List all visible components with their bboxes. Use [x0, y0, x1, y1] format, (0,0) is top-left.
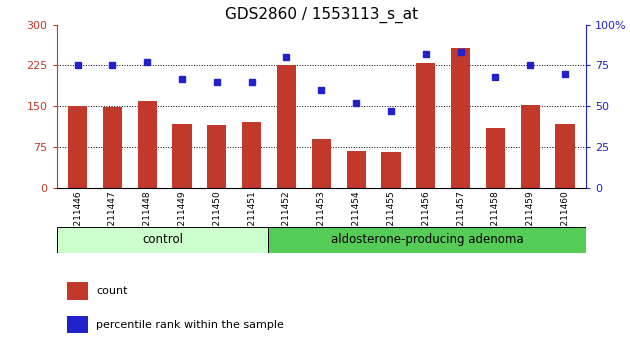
Bar — [68, 106, 87, 188]
Bar — [67, 316, 88, 333]
Bar — [381, 152, 401, 188]
Bar — [207, 125, 226, 188]
Bar — [57, 227, 268, 253]
Bar — [346, 151, 365, 188]
Text: percentile rank within the sample: percentile rank within the sample — [96, 320, 284, 330]
Bar — [451, 47, 470, 188]
Title: GDS2860 / 1553113_s_at: GDS2860 / 1553113_s_at — [225, 7, 418, 23]
Bar — [277, 65, 296, 188]
Bar — [416, 63, 435, 188]
Bar — [173, 124, 192, 188]
Bar — [556, 124, 575, 188]
Bar — [268, 227, 586, 253]
Bar — [486, 128, 505, 188]
Text: count: count — [96, 286, 128, 296]
Bar — [312, 139, 331, 188]
Text: aldosterone-producing adenoma: aldosterone-producing adenoma — [331, 233, 524, 246]
Bar — [103, 107, 122, 188]
Bar — [137, 101, 157, 188]
Bar — [520, 105, 540, 188]
Bar — [67, 282, 88, 300]
Text: control: control — [142, 233, 183, 246]
Bar — [242, 122, 261, 188]
